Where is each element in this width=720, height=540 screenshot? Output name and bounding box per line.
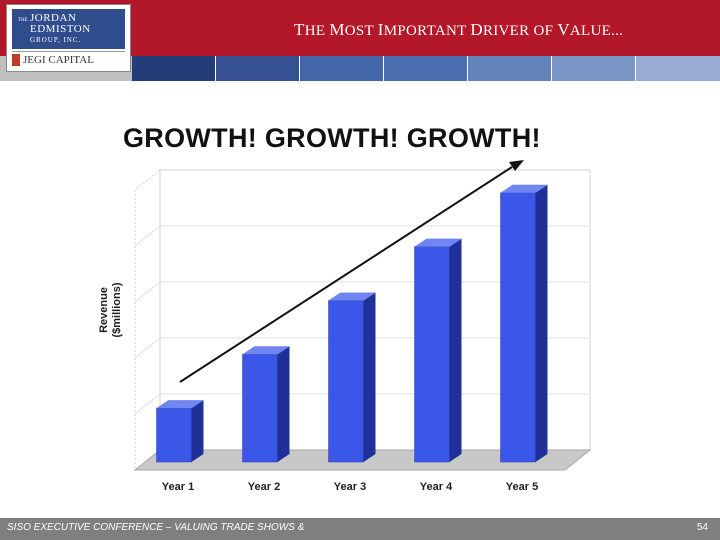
x-tick-label: Year 3: [334, 481, 366, 493]
logo-divider: [12, 51, 125, 52]
gridline: [134, 281, 161, 303]
header-stripe: [636, 56, 720, 81]
header-stripe: [384, 56, 467, 81]
header-stripe: [300, 56, 383, 81]
footer-text: SISO EXECUTIVE CONFERENCE – VALUING TRAD…: [7, 522, 305, 533]
x-tick-label: Year 2: [248, 481, 280, 493]
bar: [156, 407, 192, 463]
footer-bar: SISO EXECUTIVE CONFERENCE – VALUING TRAD…: [0, 518, 720, 540]
x-tick-label: Year 1: [162, 481, 194, 493]
bar-side: [535, 184, 548, 462]
header-stripe: [216, 56, 299, 81]
x-tick-label: Year 4: [420, 481, 453, 493]
company-logo: THE JORDAN EDMISTON GROUP, INC. JEGI CAP…: [6, 4, 131, 72]
bar-side: [191, 400, 204, 462]
bar-top: [242, 346, 290, 355]
bar-side: [449, 238, 462, 462]
bar: [242, 354, 278, 463]
bar-top: [414, 238, 462, 247]
bar-top: [328, 292, 376, 301]
bar: [414, 246, 450, 463]
gridline: [134, 393, 161, 415]
header-stripe: [552, 56, 635, 81]
header-stripe: [468, 56, 551, 81]
bar: [500, 192, 536, 463]
logo-line-1: JORDAN: [30, 12, 77, 24]
bar-top: [156, 400, 204, 409]
bar-top: [500, 184, 548, 193]
logo-small-text: THE: [18, 18, 28, 23]
bar: [328, 300, 364, 463]
logo-line-2: EDMISTON: [30, 23, 91, 35]
page-number: 54: [696, 522, 708, 533]
capital-mark-icon: [12, 54, 20, 66]
gridline: [134, 337, 161, 359]
header-stripe: [132, 56, 215, 81]
bar-side: [363, 292, 376, 462]
x-tick-label: Year 5: [506, 481, 538, 493]
logo-line-3: GROUP, INC.: [30, 36, 82, 44]
bar-side: [277, 346, 290, 462]
trend-arrow-head-icon: [509, 160, 524, 171]
logo-emblem: THE JORDAN EDMISTON GROUP, INC.: [12, 9, 125, 49]
logo-subtitle: JEGI CAPITAL: [23, 54, 94, 66]
slide-title: THE MOST IMPORTANT DRIVER OF VALUE...: [294, 20, 624, 39]
gridline: [134, 225, 161, 247]
chart-title: GROWTH! GROWTH! GROWTH!: [123, 123, 541, 153]
trend-arrow-line: [179, 166, 513, 383]
